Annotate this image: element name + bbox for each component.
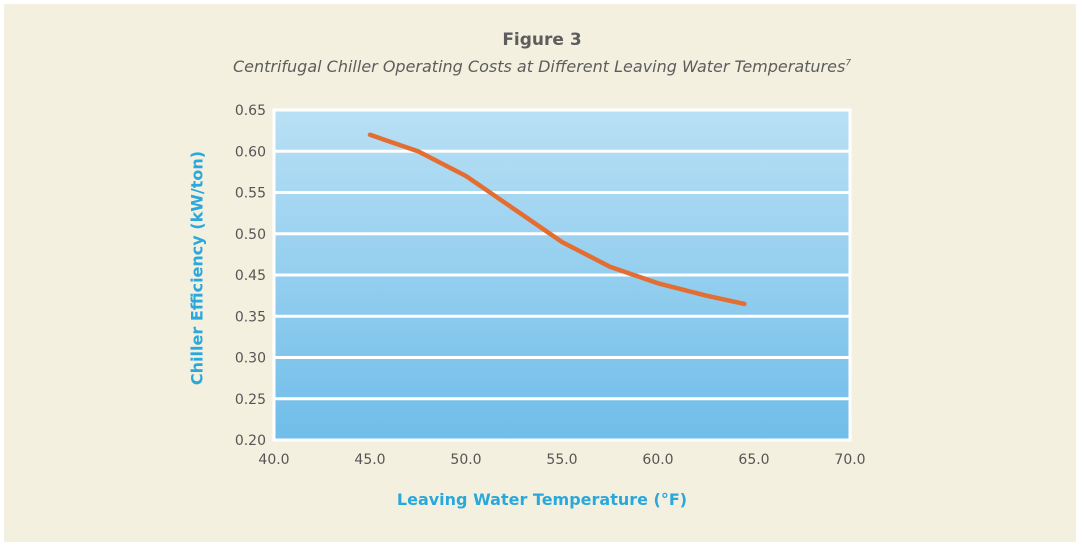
x-tick-label: 50.0: [450, 452, 481, 468]
footnote-marker: 7: [845, 58, 852, 69]
y-tick-label: 0.50: [235, 227, 266, 243]
y-tick-label: 0.55: [235, 186, 266, 202]
y-tick-label: 0.20: [235, 433, 266, 449]
gridlines: [274, 149, 850, 401]
x-tick-label: 60.0: [642, 452, 673, 468]
y-tick-label: 0.35: [235, 309, 266, 325]
figure-subtitle-text: Centrifugal Chiller Operating Costs at D…: [232, 57, 846, 76]
y-tick-labels: 0.20 0.25 0.30 0.35 0.45 0.50 0.55 0.60 0.65: [235, 103, 266, 449]
x-axis-label: Leaving Water Temperature (°F): [396, 490, 688, 509]
data-series: [367, 132, 747, 307]
x-tick-label: 55.0: [546, 452, 577, 468]
figure-title: Figure 3: [502, 30, 582, 50]
figure-subtitle: Centrifugal Chiller Operating Costs at D…: [0, 57, 1084, 76]
x-tick-label: 65.0: [738, 452, 769, 468]
series-line: [367, 132, 747, 307]
x-tick-label: 45.0: [354, 452, 385, 468]
y-tick-label: 0.60: [235, 144, 266, 160]
x-tick-labels: 40.0 45.0 50.0 55.0 60.0 65.0 70.0: [258, 452, 865, 468]
y-tick-label: 0.30: [235, 351, 266, 367]
y-tick-label: 0.25: [235, 392, 266, 408]
y-tick-label: 0.65: [235, 103, 266, 119]
x-tick-label: 40.0: [258, 452, 289, 468]
x-tick-label: 70.0: [834, 452, 865, 468]
y-tick-label: 0.45: [235, 268, 266, 284]
